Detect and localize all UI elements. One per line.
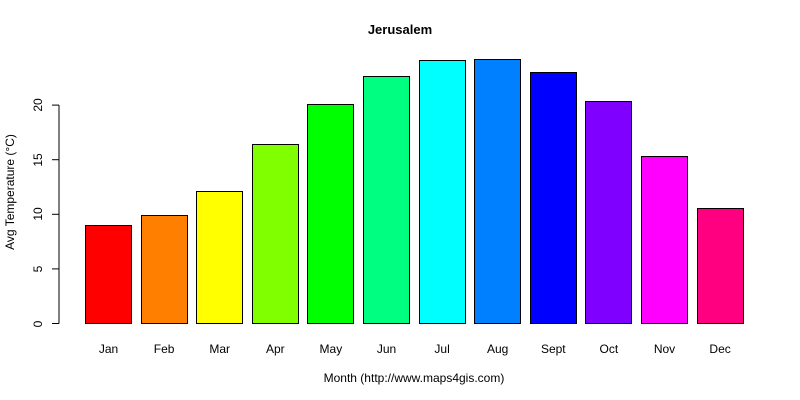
bar-mar: [196, 191, 244, 325]
bar-jul: [418, 60, 466, 325]
y-tick-text: 20: [31, 98, 45, 112]
bar-aug: [474, 59, 522, 325]
x-axis-label: Month (http://www.maps4gis.com): [323, 371, 505, 385]
x-tick-label: Apr: [265, 342, 285, 356]
x-tick-label: Dec: [709, 342, 731, 356]
x-tick-label: Aug: [487, 342, 509, 356]
bar-feb: [140, 215, 188, 325]
bar-oct: [585, 100, 633, 325]
bar-apr: [251, 144, 299, 325]
y-tick-text: 15: [31, 153, 45, 167]
x-tick-label: Jul: [434, 342, 450, 356]
y-tick-text: 0: [31, 320, 45, 327]
x-tick-label: Oct: [599, 342, 619, 356]
bar-jun: [363, 75, 410, 325]
chart-title: Jerusalem: [367, 22, 433, 37]
x-tick-label: Jun: [376, 342, 397, 356]
bar-jan: [85, 225, 132, 325]
x-tick-label: Sept: [540, 342, 566, 356]
bar-nov: [641, 156, 688, 325]
y-tick-text: 10: [31, 207, 45, 221]
x-tick-label: Nov: [653, 342, 676, 356]
x-tick-label: Jan: [98, 342, 119, 356]
bar-sept: [529, 72, 577, 325]
x-tick-label: May: [319, 342, 343, 356]
bar-dec: [696, 207, 744, 325]
y-tick-text: 5: [31, 265, 45, 273]
x-tick-label: Mar: [209, 342, 231, 356]
bar-may: [307, 104, 355, 325]
x-tick-label: Feb: [153, 342, 175, 356]
